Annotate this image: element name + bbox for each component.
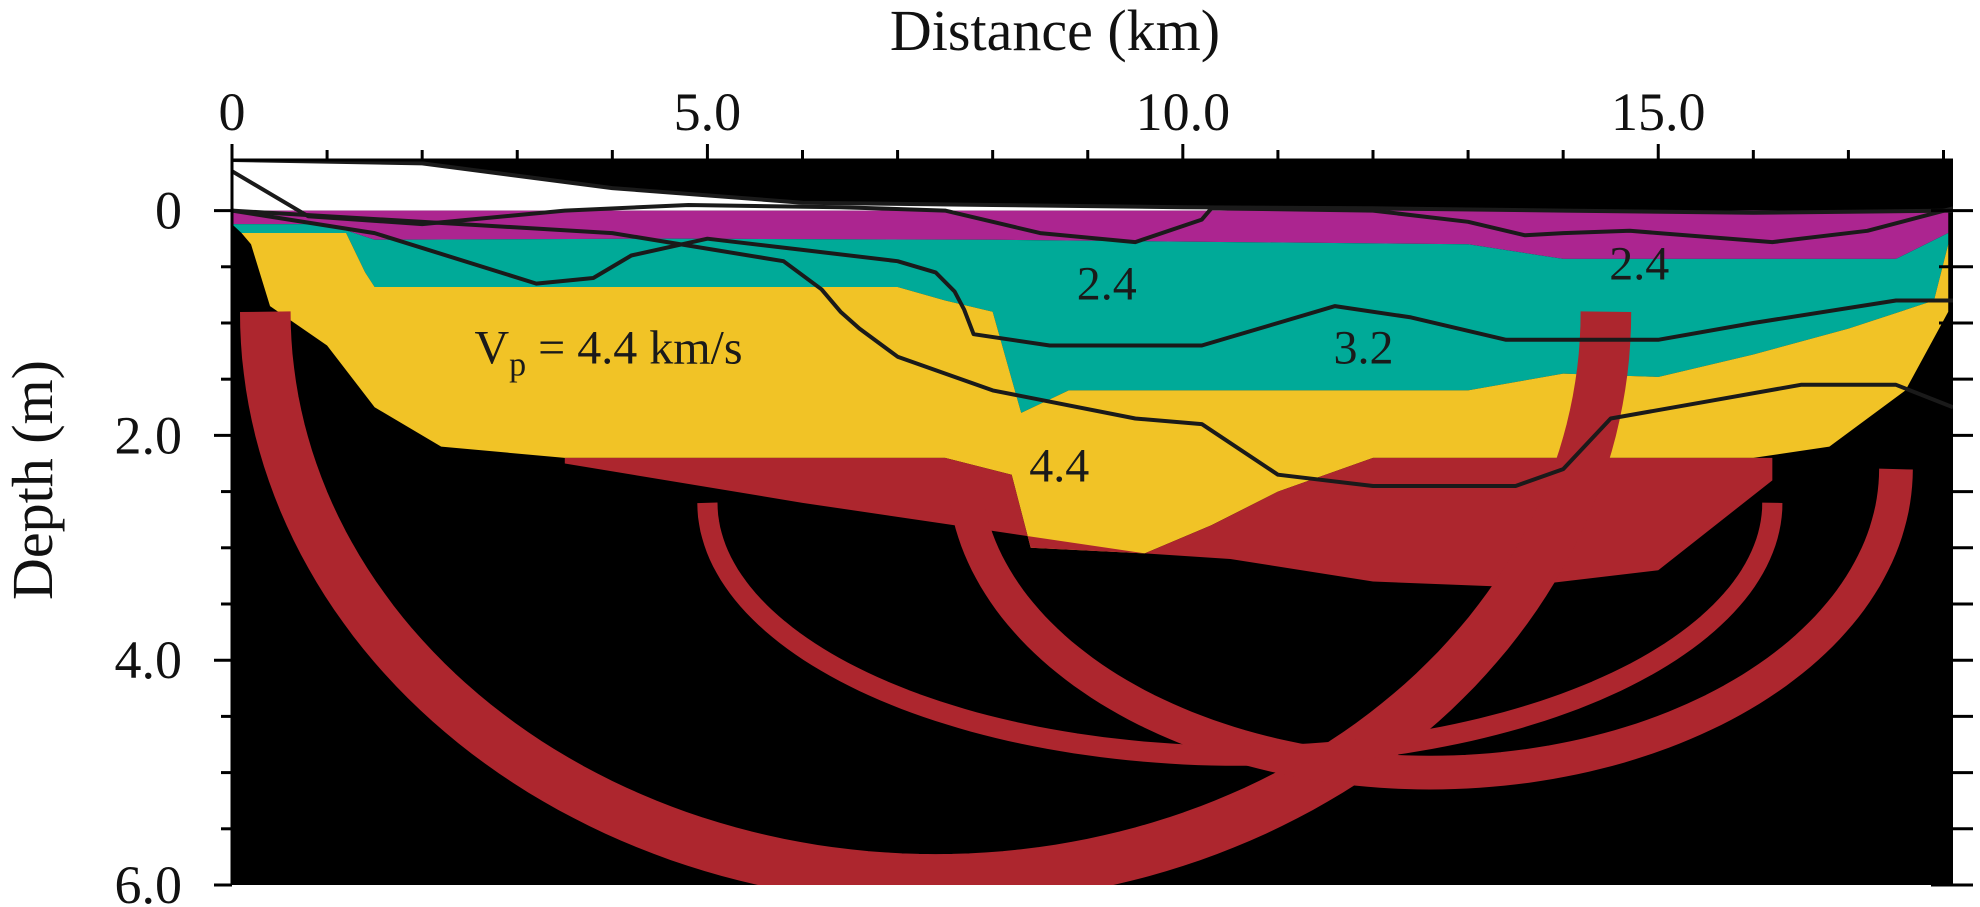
velocity-contours <box>232 160 1953 488</box>
x-axis-top: 0 5.0 10.0 15.0 <box>219 82 1953 162</box>
y-axis-left: 0 2.0 4.0 6.0 <box>115 160 234 907</box>
vp-letter: V <box>474 322 509 375</box>
zone-2-4 <box>232 210 1949 259</box>
migration-arcs <box>240 311 1913 885</box>
contour-labels: 2.4 2.4 3.2 4.4 <box>1029 237 1669 492</box>
zone-deep <box>564 457 1773 588</box>
y-tick-label: 4.0 <box>115 630 183 690</box>
contour-surface <box>232 160 1953 215</box>
vp-subscript: p <box>509 347 526 384</box>
plot-area <box>232 160 1953 885</box>
x-tick-label: 5.0 <box>674 82 742 142</box>
x-tick-label: 15.0 <box>1611 82 1706 142</box>
y-tick-label: 6.0 <box>115 855 183 907</box>
surface-band <box>232 160 1953 213</box>
x-axis-title: Distance (km) <box>890 0 1220 63</box>
contour-2-4 <box>232 169 1953 245</box>
velocity-zones <box>232 210 1949 588</box>
zone-3-2 <box>232 224 1949 413</box>
x-tick-label: 0 <box>219 82 246 142</box>
zone-4-4 <box>241 233 1949 554</box>
migration-arc-3 <box>697 502 1783 766</box>
contour-value-label: 2.4 <box>1609 237 1669 290</box>
vp-value: = 4.4 km/s <box>526 322 742 375</box>
y-tick-label: 2.0 <box>115 405 183 465</box>
migration-arc-2 <box>947 468 1913 790</box>
contour-value-label: 4.4 <box>1029 440 1089 493</box>
y-axis-right <box>1931 209 1973 887</box>
surface-white-strip <box>232 160 1953 213</box>
contour-value-label: 2.4 <box>1077 258 1137 311</box>
y-axis-title: Depth (m) <box>0 360 65 600</box>
contour-3-2 <box>232 208 1953 348</box>
migration-arc-1 <box>240 311 1632 885</box>
y-tick-label: 0 <box>155 181 182 241</box>
contour-value-label: 3.2 <box>1333 322 1393 375</box>
vp-annotation: Vp = 4.4 km/s <box>474 322 742 384</box>
contour-4-4 <box>232 208 1953 488</box>
x-tick-label: 10.0 <box>1136 82 1231 142</box>
